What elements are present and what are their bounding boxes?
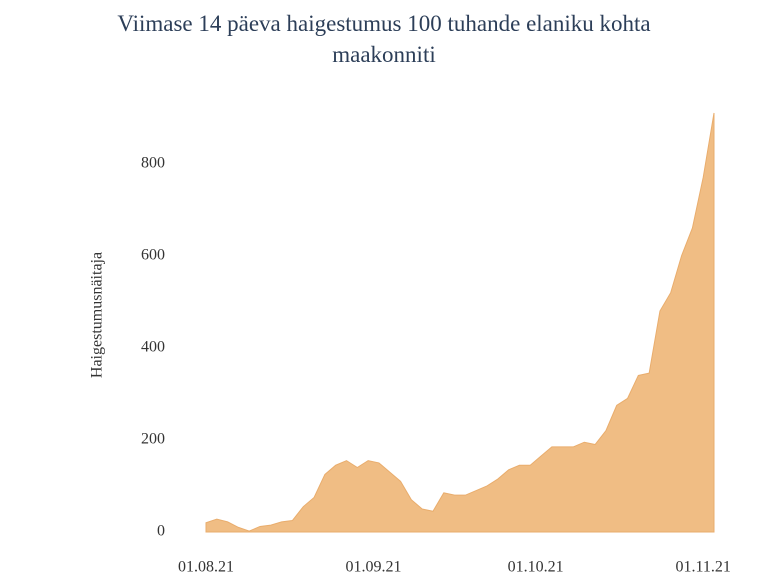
x-tick-label: 01.10.21 (508, 559, 564, 576)
y-tick-label: 800 (141, 154, 165, 171)
y-tick-label: 400 (141, 338, 165, 355)
y-tick-label: 0 (157, 523, 165, 540)
y-tick-label: 200 (141, 431, 165, 448)
x-tick-label: 01.08.21 (178, 559, 234, 576)
area (205, 112, 715, 533)
x-tick-label: 01.11.21 (675, 559, 730, 576)
chart-title: Viimase 14 päeva haigestumus 100 tuhande… (117, 11, 651, 67)
y-axis-label: Haigestumusnäitaja (89, 252, 106, 378)
x-tick-label: 01.09.21 (346, 559, 402, 576)
y-tick-label: 600 (141, 246, 165, 263)
